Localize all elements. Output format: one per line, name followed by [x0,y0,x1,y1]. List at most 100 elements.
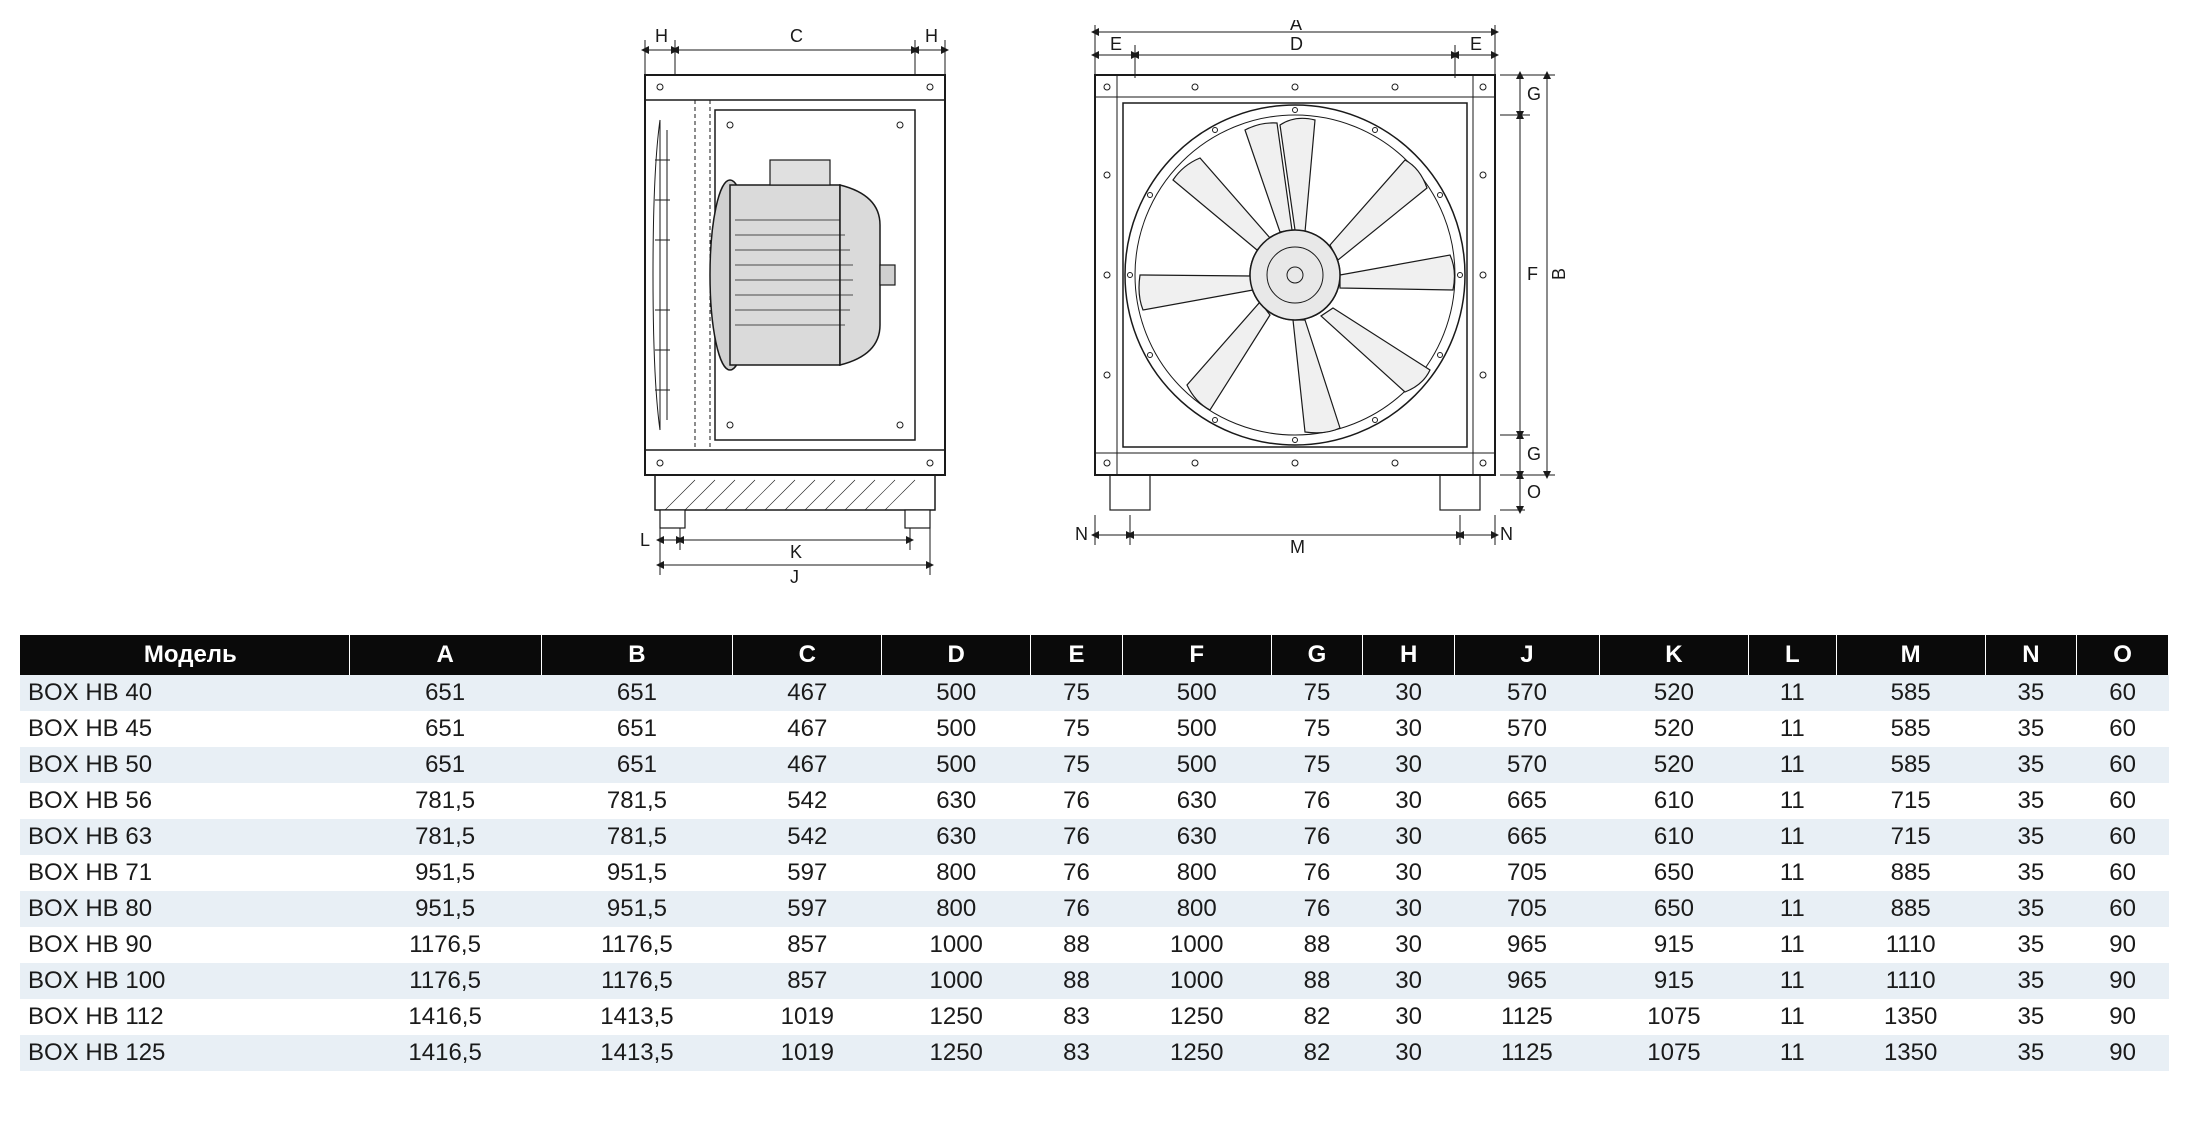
col-header: E [1031,635,1123,675]
value-cell: 520 [1600,711,1749,747]
model-cell: BOX HB 112 [20,999,349,1035]
dim-label-A: A [1290,20,1302,34]
value-cell: 1250 [1122,999,1271,1035]
table-row: BOX HB 1001176,51176,5857100088100088309… [20,963,2169,999]
value-cell: 75 [1271,675,1363,711]
dim-label-G1: G [1527,84,1541,104]
table-row: BOX HB 506516514675007550075305705201158… [20,747,2169,783]
value-cell: 35 [1985,999,2077,1035]
value-cell: 520 [1600,747,1749,783]
value-cell: 597 [733,855,882,891]
value-cell: 35 [1985,891,2077,927]
value-cell: 60 [2077,711,2169,747]
value-cell: 800 [882,855,1031,891]
value-cell: 800 [1122,891,1271,927]
value-cell: 585 [1836,711,1985,747]
value-cell: 1350 [1836,1035,1985,1071]
value-cell: 90 [2077,999,2169,1035]
value-cell: 800 [882,891,1031,927]
value-cell: 90 [2077,963,2169,999]
value-cell: 76 [1031,855,1123,891]
value-cell: 585 [1836,747,1985,783]
value-cell: 715 [1836,819,1985,855]
table-row: BOX HB 1251416,51413,5101912508312508230… [20,1035,2169,1071]
value-cell: 885 [1836,855,1985,891]
value-cell: 1176,5 [541,927,733,963]
value-cell: 520 [1600,675,1749,711]
table-row: BOX HB 56781,5781,5542630766307630665610… [20,783,2169,819]
value-cell: 715 [1836,783,1985,819]
value-cell: 83 [1031,999,1123,1035]
model-cell: BOX HB 90 [20,927,349,963]
value-cell: 651 [541,711,733,747]
value-cell: 467 [733,711,882,747]
value-cell: 951,5 [349,891,541,927]
main-container: H C H [20,20,2169,1071]
col-header: D [882,635,1031,675]
dim-label-G2: G [1527,444,1541,464]
value-cell: 35 [1985,711,2077,747]
value-cell: 651 [349,675,541,711]
value-cell: 82 [1271,1035,1363,1071]
col-header: L [1748,635,1836,675]
dim-label-C: C [790,26,803,46]
value-cell: 11 [1748,963,1836,999]
value-cell: 35 [1985,855,2077,891]
value-cell: 1250 [882,1035,1031,1071]
value-cell: 30 [1363,963,1455,999]
value-cell: 885 [1836,891,1985,927]
value-cell: 11 [1748,783,1836,819]
value-cell: 651 [349,747,541,783]
value-cell: 11 [1748,1035,1836,1071]
value-cell: 1350 [1836,999,1985,1035]
value-cell: 570 [1454,675,1599,711]
value-cell: 781,5 [541,819,733,855]
value-cell: 82 [1271,999,1363,1035]
value-cell: 76 [1031,783,1123,819]
model-cell: BOX HB 45 [20,711,349,747]
value-cell: 542 [733,783,882,819]
col-header: N [1985,635,2077,675]
value-cell: 951,5 [541,855,733,891]
col-header: J [1454,635,1599,675]
table-row: BOX HB 80951,5951,5597800768007630705650… [20,891,2169,927]
value-cell: 965 [1454,963,1599,999]
dim-label-E1: E [1110,34,1122,54]
value-cell: 542 [733,819,882,855]
model-cell: BOX HB 80 [20,891,349,927]
value-cell: 60 [2077,675,2169,711]
model-cell: BOX HB 71 [20,855,349,891]
value-cell: 665 [1454,819,1599,855]
value-cell: 585 [1836,675,1985,711]
value-cell: 35 [1985,963,2077,999]
value-cell: 76 [1271,855,1363,891]
value-cell: 11 [1748,927,1836,963]
value-cell: 857 [733,927,882,963]
dim-label-N1: N [1075,524,1088,544]
value-cell: 781,5 [349,819,541,855]
dim-label-N2: N [1500,524,1513,544]
dim-label-M: M [1290,537,1305,557]
value-cell: 60 [2077,819,2169,855]
col-header: A [349,635,541,675]
value-cell: 915 [1600,963,1749,999]
dim-label-D: D [1290,34,1303,54]
value-cell: 60 [2077,855,2169,891]
value-cell: 30 [1363,783,1455,819]
value-cell: 951,5 [541,891,733,927]
value-cell: 11 [1748,675,1836,711]
value-cell: 75 [1031,675,1123,711]
table-row: BOX HB 71951,5951,5597800768007630705650… [20,855,2169,891]
value-cell: 630 [1122,819,1271,855]
value-cell: 630 [1122,783,1271,819]
table-body: BOX HB 406516514675007550075305705201158… [20,675,2169,1071]
value-cell: 30 [1363,819,1455,855]
value-cell: 83 [1031,1035,1123,1071]
value-cell: 651 [541,675,733,711]
value-cell: 60 [2077,747,2169,783]
value-cell: 1125 [1454,1035,1599,1071]
value-cell: 75 [1031,747,1123,783]
value-cell: 781,5 [541,783,733,819]
table-row: BOX HB 406516514675007550075305705201158… [20,675,2169,711]
table-header: МодельABCDEFGHJKLMNO [20,635,2169,675]
